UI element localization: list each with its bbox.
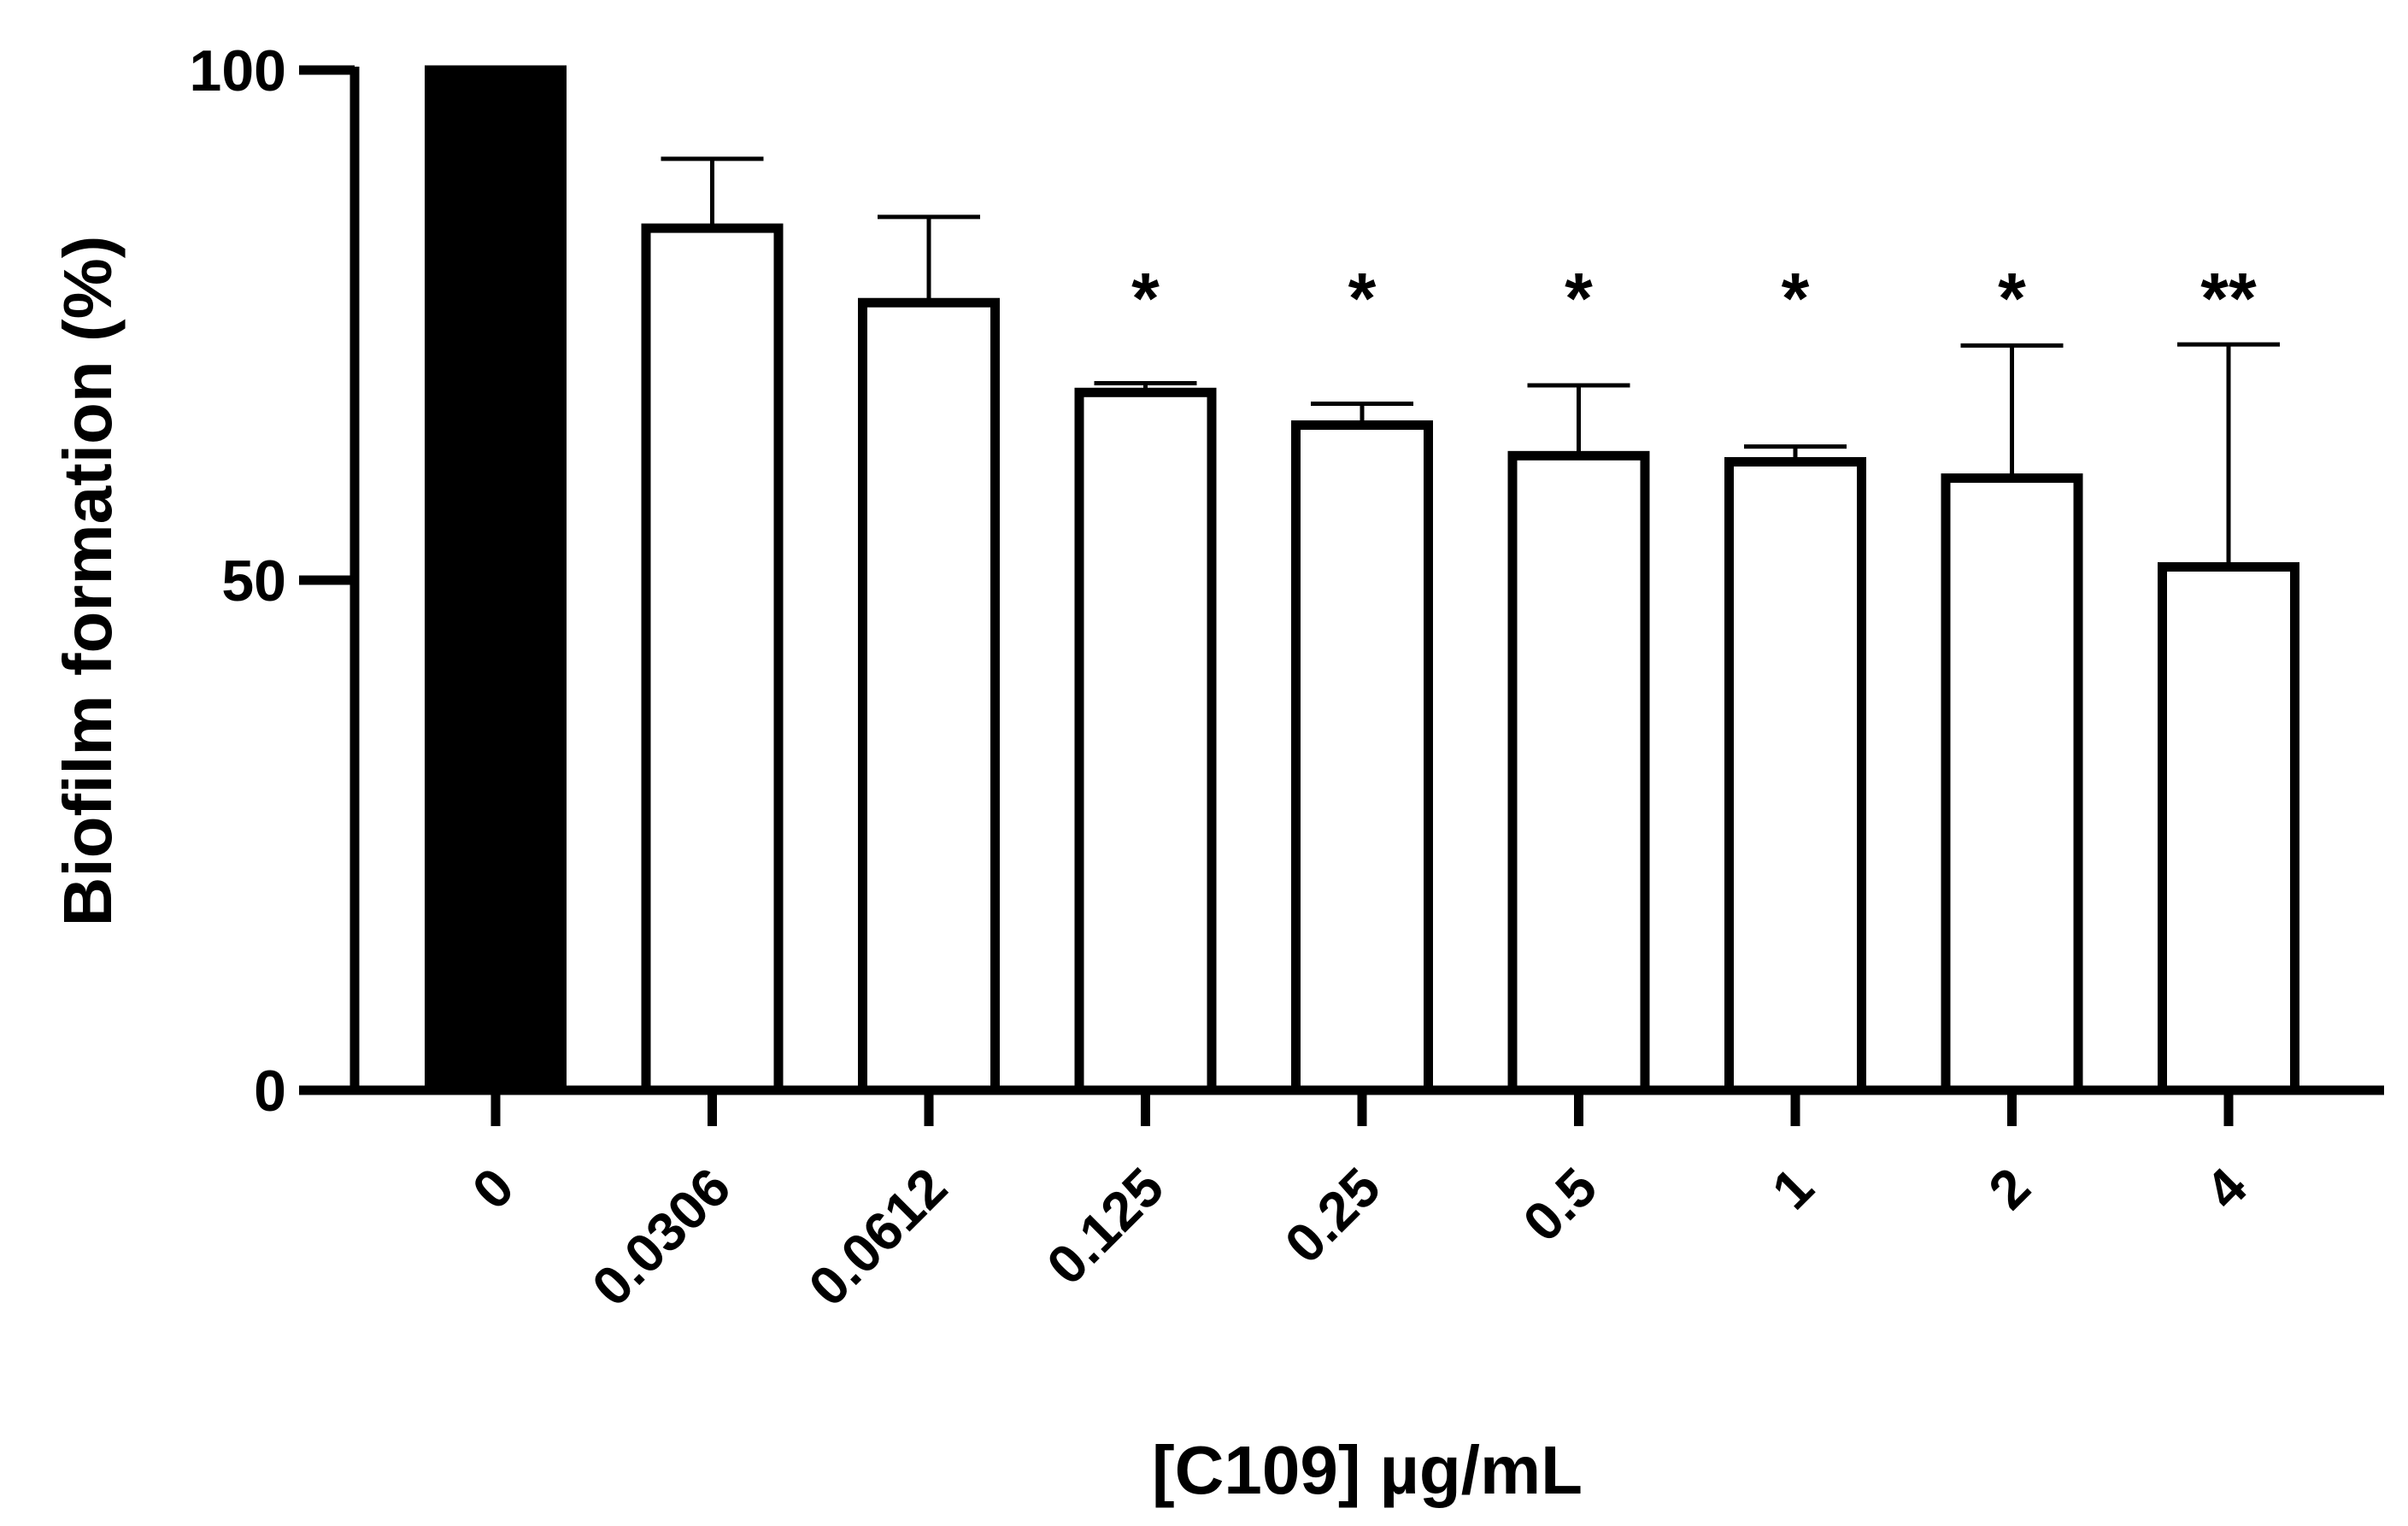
x-tick-label-2: 0.0612: [797, 1156, 959, 1318]
x-tick-label-0: 0: [461, 1156, 526, 1221]
x-tick-label-6: 1: [1760, 1156, 1825, 1221]
bar-4: [1291, 420, 1433, 1095]
bar-3: [1074, 387, 1217, 1095]
y-tick-label-2: 100: [190, 38, 286, 103]
bar-8: [2158, 561, 2299, 1095]
x-tick-label-8: 4: [2194, 1156, 2258, 1221]
y-tick-label-1: 50: [221, 549, 286, 613]
significance-mark-8: **: [2200, 258, 2257, 338]
y-axis-title: Biofilm formation (%): [50, 236, 126, 927]
x-tick-label-5: 0.5: [1512, 1156, 1609, 1253]
x-tick-label-7: 2: [1976, 1156, 2041, 1221]
bar-2: [858, 297, 1000, 1095]
bar-0: [425, 65, 567, 1095]
bar-1: [641, 223, 784, 1095]
x-ticks-group: 0 0.0306 0.0612 0.125 0.25 0.5 1 2 4: [461, 1090, 2258, 1318]
x-tick-label-3: 0.125: [1035, 1156, 1175, 1296]
bar-7: [1941, 473, 2083, 1095]
significance-mark-4: *: [1348, 258, 1377, 338]
bars-group: [425, 65, 2299, 1095]
bar-6: [1724, 456, 1866, 1095]
significance-mark-7: *: [1998, 258, 2026, 338]
x-tick-label-4: 0.25: [1273, 1156, 1392, 1275]
significance-mark-6: *: [1782, 258, 1810, 338]
significance-mark-5: *: [1565, 258, 1593, 338]
y-tick-label-0: 0: [254, 1059, 286, 1124]
bar-5: [1507, 450, 1650, 1095]
x-axis-title: [C109] µg/mL: [1152, 1432, 1583, 1508]
y-ticks-group: 0 50 100: [190, 38, 355, 1124]
significance-mark-3: *: [1131, 258, 1160, 338]
x-tick-label-1: 0.0306: [580, 1156, 742, 1318]
error-bars-group: [661, 156, 2280, 567]
significance-group: * * * * * **: [1131, 258, 2257, 338]
